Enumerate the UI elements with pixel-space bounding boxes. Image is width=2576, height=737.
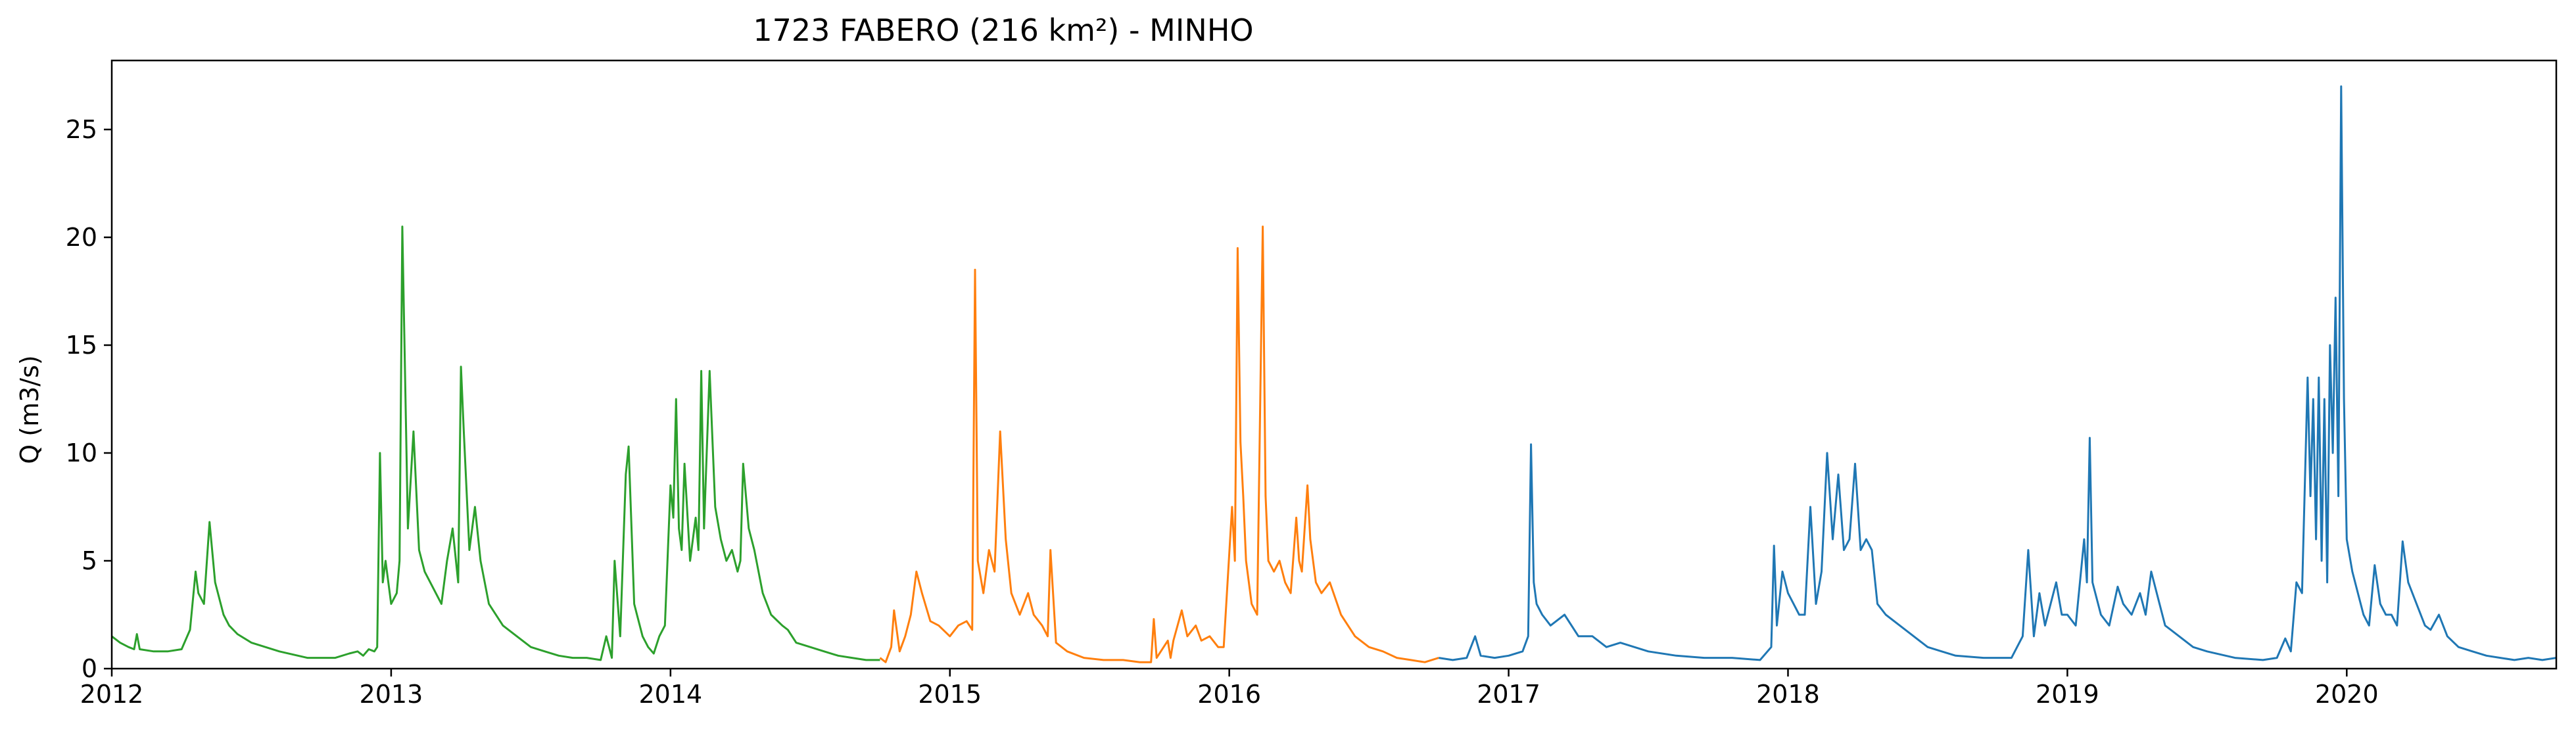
y-axis-label: Q (m3/s) — [15, 355, 44, 464]
x-tick-label: 2018 — [1756, 680, 1820, 709]
y-tick-label: 15 — [66, 331, 97, 360]
x-tick-label: 2016 — [1197, 680, 1261, 709]
x-tick-label: 2017 — [1477, 680, 1540, 709]
y-tick-label: 20 — [66, 223, 97, 252]
x-tick-label: 2014 — [638, 680, 702, 709]
x-tick-label: 2015 — [918, 680, 982, 709]
series-line-1 — [112, 226, 880, 661]
y-tick-label: 10 — [66, 439, 97, 467]
y-tick-label: 25 — [66, 115, 97, 144]
plot-frame — [110, 59, 2558, 670]
x-tick-label: 2019 — [2036, 680, 2099, 709]
x-tick-label: 2012 — [80, 680, 144, 709]
x-tick-label: 2020 — [2315, 680, 2379, 709]
axis-group: 2012 2013 2014 2015 2016 2017 2018 2019 20200510… — [66, 115, 2379, 709]
series-line-2 — [879, 226, 1439, 663]
series-group — [112, 85, 2556, 663]
y-tick-label: 5 — [82, 546, 97, 575]
chart-title: 1723 FABERO (216 km²) - MINHO — [753, 12, 1253, 48]
x-tick-label: 2013 — [360, 680, 423, 709]
series-line-3 — [1439, 85, 2556, 661]
y-tick-label: 0 — [82, 654, 97, 683]
